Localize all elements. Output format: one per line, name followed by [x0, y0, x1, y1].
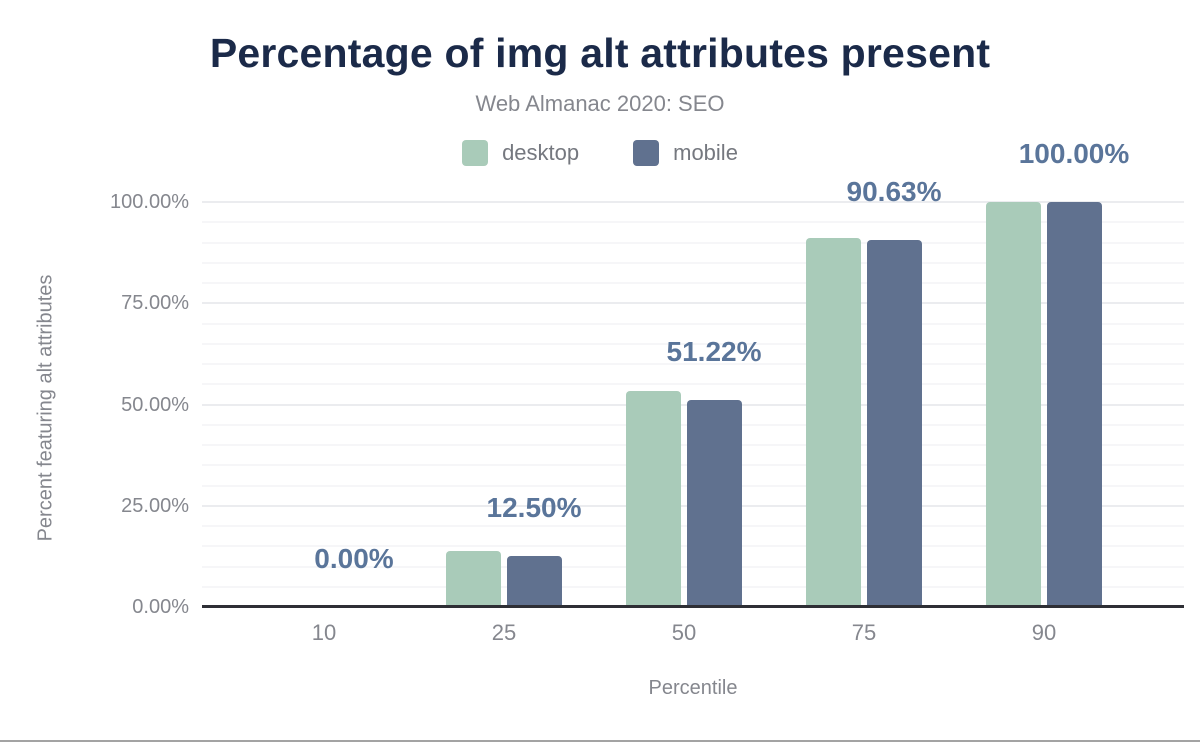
bar-mobile-p90[interactable]	[1047, 202, 1102, 607]
x-tick-label-p90: 90	[1031, 620, 1057, 645]
data-label-p90: 100.00%	[1018, 138, 1130, 169]
data-label-p10: 0.00%	[314, 543, 394, 574]
legend: desktop mobile	[0, 140, 1200, 166]
legend-label: mobile	[673, 140, 738, 165]
bar-groups: 0.00% 10 12.50% 25 51.22% 50 90.63% 75 100.00% 90	[202, 140, 1184, 646]
x-axis-title: Percentile	[648, 677, 738, 699]
data-label-p75: 90.63%	[846, 175, 942, 207]
gridline-minor	[202, 282, 1184, 284]
bar-mobile-p25[interactable]	[507, 556, 562, 607]
y-tick-label: 75.00%	[121, 292, 189, 315]
bar-desktop-p90[interactable]	[986, 202, 1041, 607]
bar-mobile-p75[interactable]	[867, 239, 922, 607]
bar-desktop-p25[interactable]	[446, 550, 501, 607]
gridline-minor	[202, 241, 1184, 244]
gridline-minor	[202, 221, 1184, 224]
y-tick-label: 25.00%	[121, 494, 189, 517]
chart-subtitle: Web Almanac 2020: SEO	[475, 91, 725, 116]
legend-item-desktop[interactable]: desktop	[462, 140, 579, 166]
y-tick-label: 100.00%	[110, 191, 189, 213]
legend-item-mobile[interactable]: mobile	[633, 140, 738, 166]
legend-swatch-desktop	[462, 140, 489, 166]
y-tick-label: 50.00%	[121, 393, 189, 416]
x-axis-line	[202, 605, 1184, 608]
bar-mobile-p50[interactable]	[687, 399, 742, 607]
gridline-major	[202, 302, 1184, 305]
bar-group-p25: 12.50% 25	[414, 202, 594, 645]
x-tick-label-p75: 75	[851, 620, 877, 645]
legend-label: desktop	[502, 140, 580, 165]
bar-group-p50: 51.22% 50	[594, 202, 774, 645]
bar-group-p75: 90.63% 75	[774, 177, 954, 645]
chart-title: Percentage of img alt attributes present	[209, 30, 991, 76]
x-tick-label-p50: 50	[671, 620, 697, 645]
x-tick-label-p25: 25	[491, 620, 517, 645]
x-tick-label-p10: 10	[311, 620, 337, 645]
plot-area: 0.00% 25.00% 50.00% 75.00% 100.00% 0.00% 10 12…	[110, 140, 1184, 646]
gridline-minor	[202, 342, 1184, 345]
bar-desktop-p75[interactable]	[806, 238, 861, 607]
legend-swatch-mobile	[633, 140, 660, 166]
gridline-major	[202, 201, 1184, 203]
data-label-p25: 12.50%	[486, 492, 582, 524]
gridline-minor	[202, 322, 1184, 325]
gridline-minor	[202, 261, 1184, 264]
bar-group-p90: 100.00% 90	[954, 140, 1134, 645]
bar-desktop-p50[interactable]	[626, 390, 681, 607]
bar-group-p10: 0.00% 10	[234, 202, 414, 646]
data-label-p50: 51.22%	[666, 335, 762, 367]
gridline-minor	[202, 383, 1184, 386]
gridline-minor	[202, 363, 1184, 365]
y-tick-label: 0.00%	[132, 596, 189, 618]
